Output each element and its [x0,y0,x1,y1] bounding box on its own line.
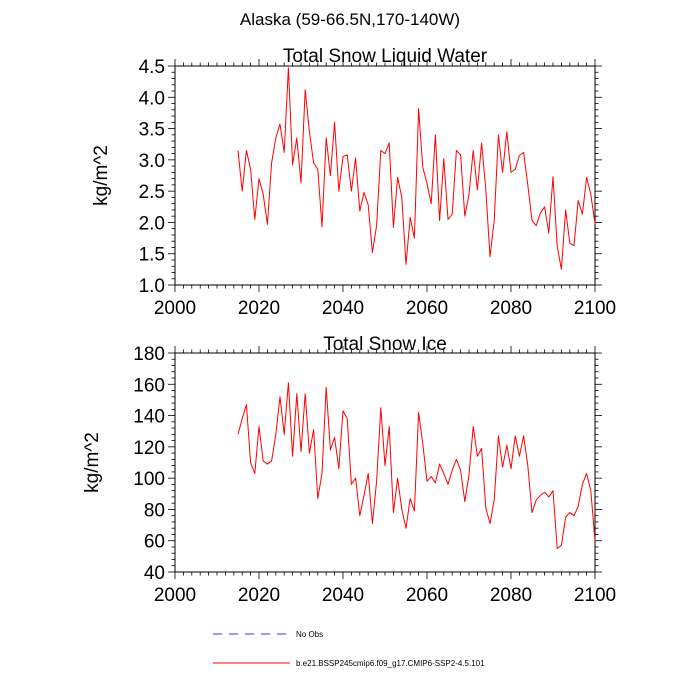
y-tick-label: 40 [144,563,165,584]
chart-title-liquid-water: Total Snow Liquid Water [283,46,488,67]
y-tick-label: 120 [133,438,165,459]
y-tick-label: 60 [144,532,165,553]
panel-snow-liquid-water: Total Snow Liquid Water kg/m^2 2000 2020 204… [91,46,616,319]
y-tick-label: 3.5 [139,120,165,141]
figure-title: Alaska (59-66.5N,170-140W) [239,10,461,29]
x-tick-label: 2040 [322,298,364,319]
x-tick-label: 2100 [574,298,616,319]
y-tick-label: 160 [133,375,165,396]
y-axis-label: kg/m^2 [82,432,103,493]
x-tick-label: 2020 [238,585,280,606]
y-tick-label: 2.0 [139,213,165,234]
legend-model-label: b.e21.BSSP245cmip6.f09_g17.CMIP6-SSP2-4.… [296,659,485,668]
y-tick-label: 1.5 [139,245,165,266]
x-tick-label: 2020 [238,298,280,319]
series-line [237,382,596,550]
legend-obs-label: No Obs [296,630,323,639]
plot-frame [174,65,596,286]
y-tick-label: 4.5 [139,57,165,78]
y-tick-label: 2.5 [139,182,165,203]
series-line [237,67,596,270]
y-tick-label: 140 [133,407,165,428]
y-tick-label: 1.0 [139,276,165,297]
y-tick-label: 3.0 [139,151,165,172]
panel-snow-ice: Total Snow Ice kg/m^2 2000 2020 2040 2060 2080… [82,334,616,606]
y-tick-label: 100 [133,469,165,490]
x-tick-label: 2080 [490,298,532,319]
y-tick-label: 180 [133,344,165,365]
x-tick-label: 2040 [322,585,364,606]
y-axis-label: kg/m^2 [91,145,112,206]
x-tick-label: 2060 [406,585,448,606]
x-tick-label: 2000 [154,585,196,606]
x-tick-label: 2060 [406,298,448,319]
legend: No Obs b.e21.BSSP245cmip6.f09_g17.CMIP6-… [213,630,485,668]
x-tick-label: 2000 [154,298,196,319]
x-tick-label: 2100 [574,585,616,606]
chart-title-snow-ice: Total Snow Ice [323,334,447,355]
x-tick-label: 2080 [490,585,532,606]
y-tick-label: 80 [144,500,165,521]
y-tick-label: 4.0 [139,88,165,109]
